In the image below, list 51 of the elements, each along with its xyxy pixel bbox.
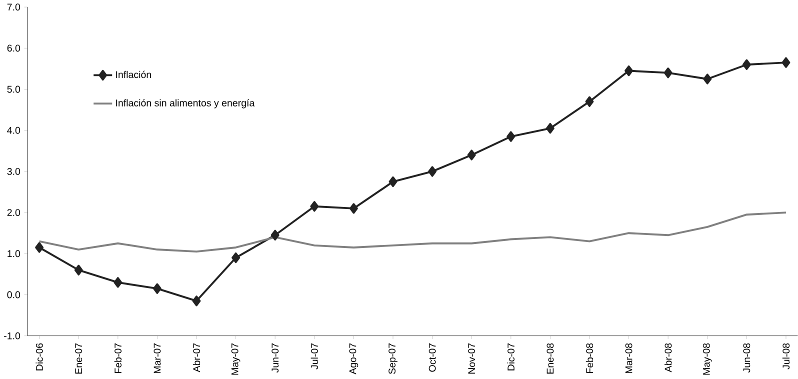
x-tick-label: Feb-08 <box>586 343 594 374</box>
x-tick-label: Feb-07 <box>114 343 122 374</box>
point <box>546 122 554 134</box>
point <box>428 166 437 177</box>
x-tick-label: Ene-07 <box>75 343 82 374</box>
y-tick-label: 5.0 <box>7 86 20 93</box>
x-tick-label: Dic-06 <box>36 343 43 370</box>
point <box>782 57 790 68</box>
x-tick-label: May-07 <box>231 343 240 375</box>
point <box>270 230 280 240</box>
point <box>232 252 240 264</box>
x-tick-label: Dic-07 <box>507 343 514 370</box>
point <box>742 59 751 70</box>
point <box>388 176 398 188</box>
point <box>664 67 672 78</box>
y-tick-label: 7.0 <box>7 4 20 10</box>
x-tick-label: Mar-07 <box>154 343 161 374</box>
y-tick-label: -1.0 <box>4 332 20 340</box>
x-tick-label: Jun-08 <box>743 343 750 373</box>
y-tick-label: 2.0 <box>7 209 20 216</box>
y-tick-label: 6.0 <box>7 44 20 52</box>
y-tick-label: 0.0 <box>7 291 20 298</box>
legend-label: Inflación sin alimentos y energía <box>116 99 255 108</box>
x-tick-label: Ene-08 <box>546 343 554 374</box>
point <box>114 277 122 288</box>
x-tick-label: Jul-08 <box>782 343 790 370</box>
x-tick-label: Abr-08 <box>664 343 672 372</box>
x-tick-label: Sep-07 <box>388 343 398 374</box>
x-tick-label: Oct-07 <box>428 343 436 372</box>
x-tick-label: Nov-07 <box>468 343 476 374</box>
point <box>349 203 358 214</box>
y-tick-label: 3.0 <box>7 168 20 175</box>
point <box>703 74 712 84</box>
x-tick-label: May-08 <box>702 343 712 375</box>
point <box>506 131 516 142</box>
point <box>624 65 634 76</box>
point <box>35 242 44 253</box>
point <box>74 264 83 276</box>
point <box>467 150 476 160</box>
point <box>152 283 162 294</box>
y-tick-label: 4.0 <box>7 126 20 134</box>
x-tick-label: Mar-08 <box>625 343 632 374</box>
point <box>310 201 319 212</box>
x-tick-label: Jul-07 <box>310 343 318 370</box>
x-tick-label: Jun-07 <box>272 343 279 373</box>
x-tick-label: Abr-07 <box>192 343 200 372</box>
x-tick-label: Ago-07 <box>349 343 358 374</box>
y-tick-label: 1.0 <box>8 250 20 258</box>
point <box>192 296 201 306</box>
legend-label: Inflación <box>116 70 151 78</box>
point <box>585 96 594 107</box>
